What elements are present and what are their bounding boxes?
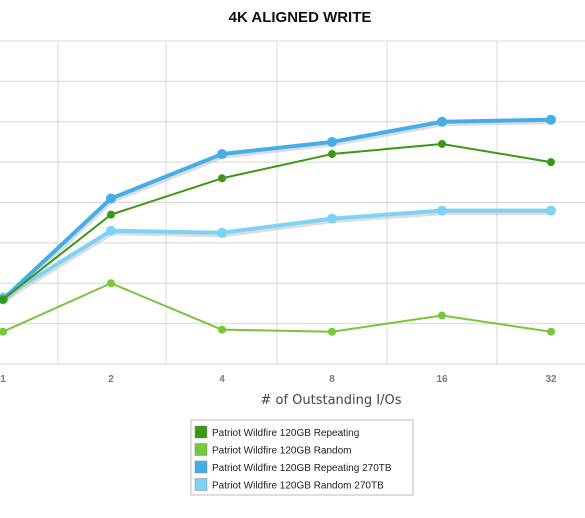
series-point — [438, 311, 446, 320]
legend-label: Patriot Wildfire 120GB Random — [212, 446, 352, 457]
series-point — [106, 193, 116, 204]
x-tick-label: 8 — [329, 374, 335, 385]
series-group — [0, 139, 555, 304]
legend-swatch — [194, 460, 208, 474]
x-tick-label: 32 — [545, 374, 557, 385]
legend-label: Patriot Wildfire 120GB Repeating — [212, 428, 359, 439]
series-point — [0, 327, 7, 336]
series-point — [327, 213, 337, 224]
series-point — [107, 279, 115, 288]
series-line — [1, 208, 553, 300]
legend-box — [190, 419, 414, 496]
series-point — [106, 225, 116, 236]
legend-item: Patriot Wildfire 120GB Repeating — [194, 425, 359, 439]
series-point — [218, 325, 226, 334]
legend-swatch — [194, 425, 208, 439]
series-point — [546, 205, 556, 216]
series-line — [2, 282, 552, 333]
series-group — [0, 205, 556, 303]
series-group — [0, 114, 556, 305]
legend: Patriot Wildfire 120GB Repeating Patriot … — [190, 419, 414, 496]
series-layer — [0, 114, 556, 336]
x-tick-label: 16 — [436, 374, 448, 385]
series-point — [0, 295, 7, 304]
legend-label: Patriot Wildfire 120GB Repeating 270TB — [212, 463, 392, 474]
x-tick-label: 4 — [219, 374, 225, 385]
series-line — [1, 117, 553, 302]
legend-label: Patriot Wildfire 120GB Random 270TB — [212, 481, 384, 492]
x-tick-label: 2 — [108, 374, 114, 385]
series-point — [107, 210, 115, 219]
series-point — [437, 205, 447, 216]
legend-item: Patriot Wildfire 120GB Repeating 270TB — [194, 460, 392, 474]
series-point — [218, 174, 226, 183]
series-point — [217, 149, 227, 160]
series-point — [438, 139, 446, 148]
series-point — [328, 150, 336, 159]
x-axis-label: # of Outstanding I/Os — [260, 393, 401, 408]
series-point — [547, 327, 555, 336]
series-point — [217, 227, 227, 238]
series-line — [2, 142, 552, 301]
legend-item: Patriot Wildfire 120GB Random — [194, 443, 352, 457]
plot-grid — [0, 40, 585, 365]
series-point — [327, 136, 337, 147]
legend-swatch — [194, 478, 208, 491]
chart-title: 4K ALIGNED WRITE — [229, 9, 372, 26]
series-point — [328, 327, 336, 336]
series-point — [437, 116, 447, 127]
series-group — [0, 279, 555, 336]
legend-swatch — [194, 443, 208, 456]
x-axis-ticks: 1 2 4 8 16 32 — [0, 374, 557, 385]
series-point — [547, 158, 555, 167]
x-tick-label: 1 — [0, 374, 6, 385]
legend-item: Patriot Wildfire 120GB Random 270TB — [194, 478, 384, 492]
series-point — [546, 114, 556, 125]
